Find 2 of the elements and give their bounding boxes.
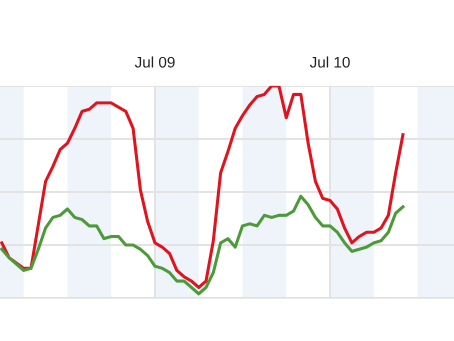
- x-tick-label: Jul 09: [134, 56, 175, 68]
- x-tick-label: Jul 10: [310, 56, 350, 68]
